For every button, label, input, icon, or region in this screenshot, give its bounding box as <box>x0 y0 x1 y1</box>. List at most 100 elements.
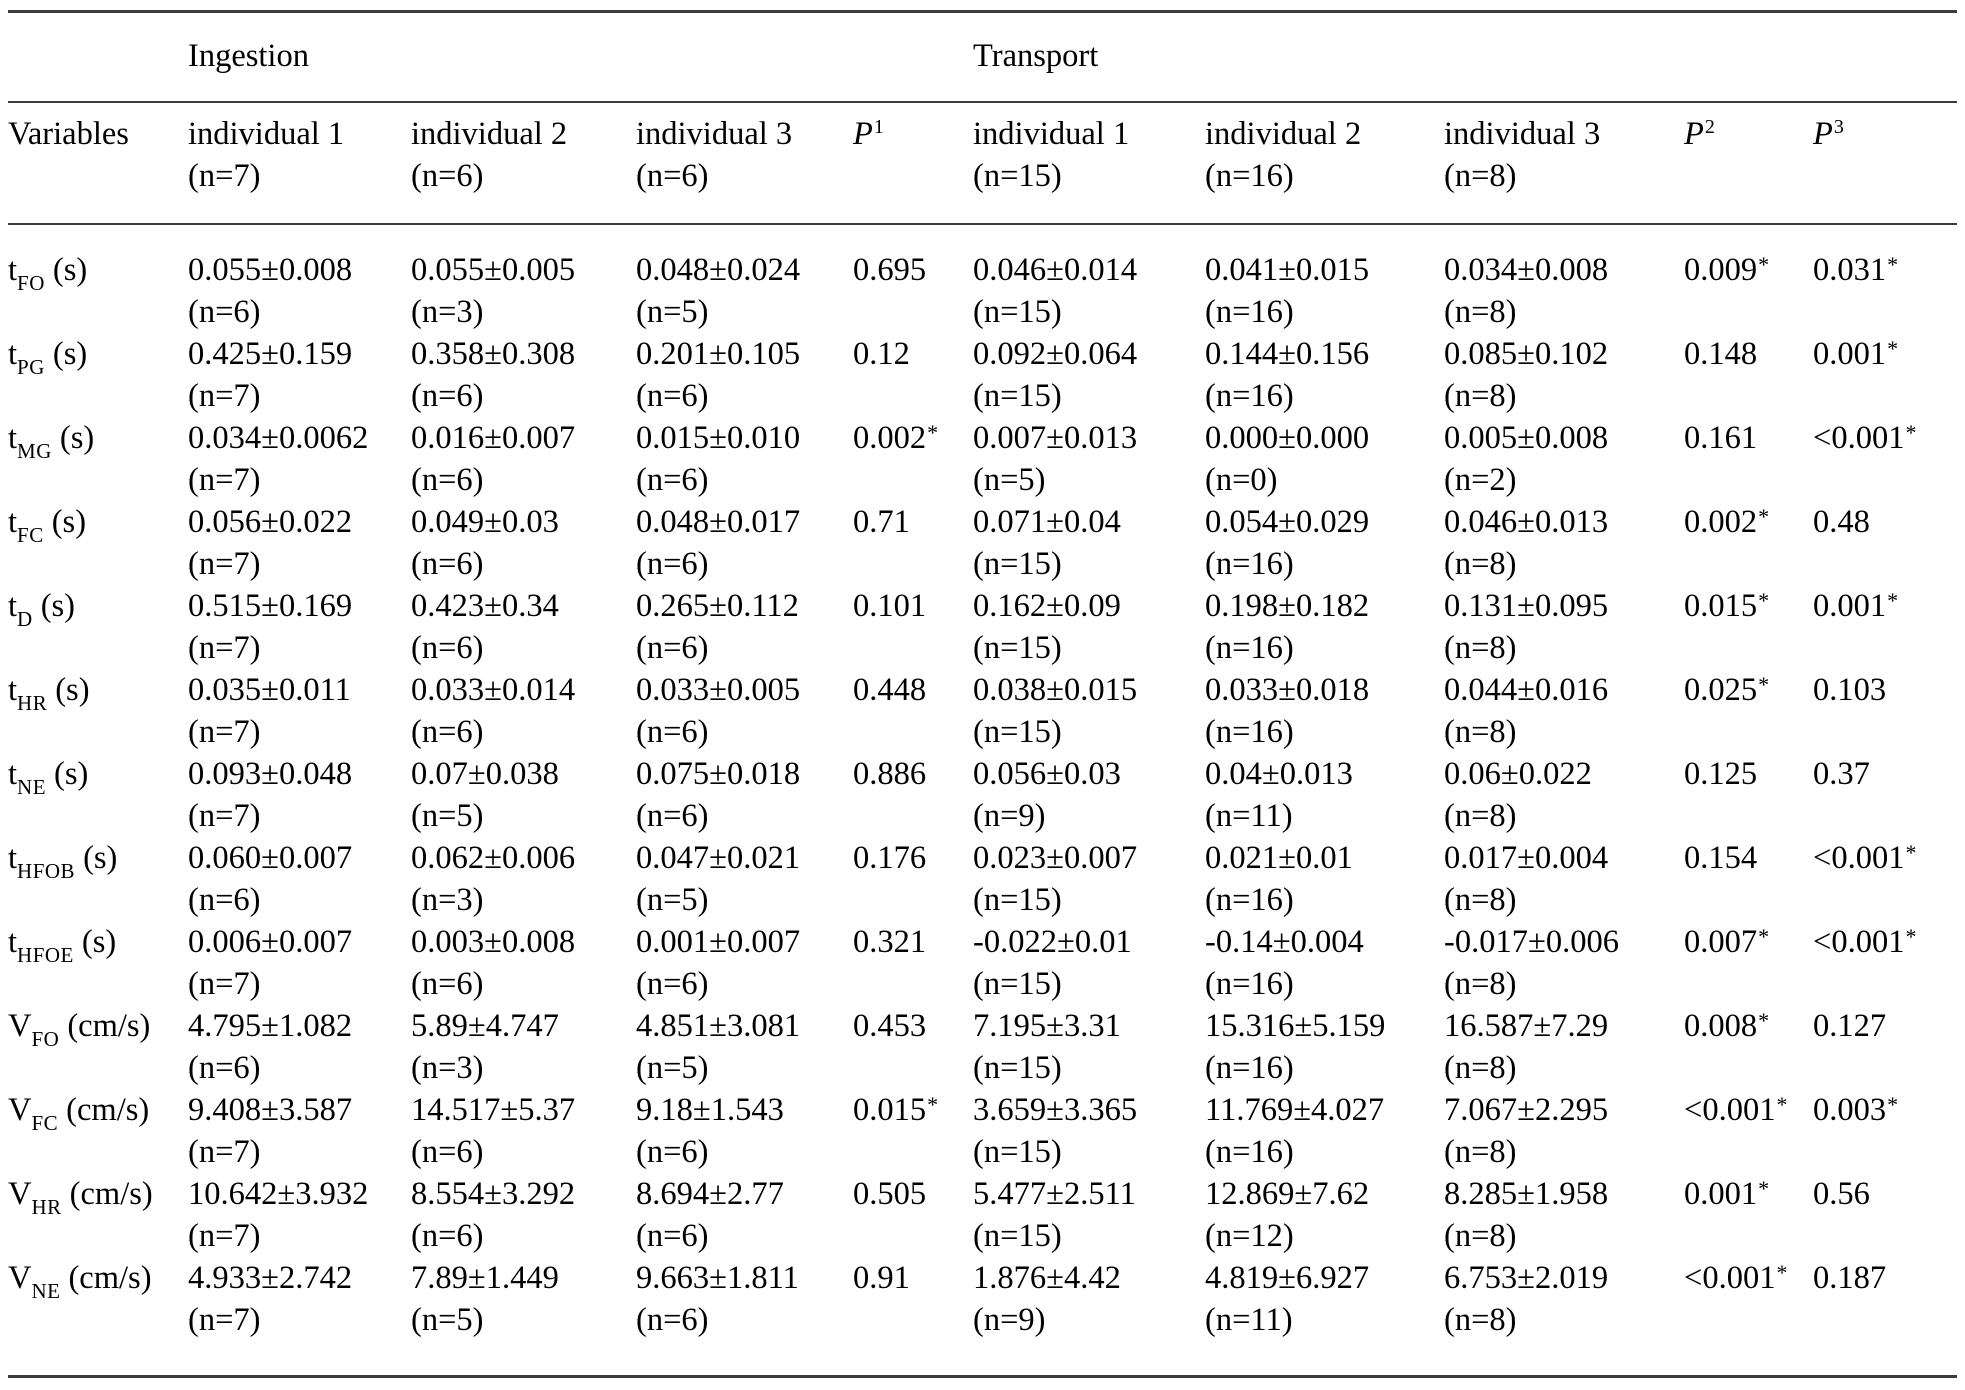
variable-cell: VNE (cm/s) <box>8 1257 188 1377</box>
value-cell: 0.023±0.007 (n=15) <box>973 837 1205 921</box>
p-value-cell: <0.001* <box>1813 837 1957 921</box>
significance-star: * <box>927 420 939 445</box>
mean-sd-value: 0.085±0.102 <box>1444 336 1609 372</box>
mean-sd-value: 0.075±0.018 <box>636 756 801 792</box>
sample-size: (n=6) <box>636 1302 709 1338</box>
value-cell: 0.033±0.018 (n=16) <box>1205 669 1444 753</box>
mean-sd-value: 0.005±0.008 <box>1444 420 1609 456</box>
column-header-line1: individual 1 <box>973 116 1130 152</box>
p-value: 0.127 <box>1813 1008 1887 1044</box>
mean-sd-value: 0.062±0.006 <box>411 840 576 876</box>
value-cell: 0.085±0.102 (n=8) <box>1444 333 1684 417</box>
mean-sd-value: 0.034±0.008 <box>1444 252 1609 288</box>
mean-sd-value: 0.023±0.007 <box>973 840 1138 876</box>
p-value: 0.148 <box>1684 336 1758 372</box>
sample-size: (n=9) <box>973 1302 1046 1338</box>
sample-size: (n=7) <box>188 714 261 750</box>
table-row: VNE (cm/s) 4.933±2.742 (n=7) 7.89±1.449 (n=5)… <box>8 1257 1957 1377</box>
value-cell: 1.876±4.42 (n=9) <box>973 1257 1205 1377</box>
p-value: 0.031 <box>1813 252 1887 288</box>
column-header-p: P2 <box>1684 102 1814 225</box>
value-cell: 0.035±0.011 (n=7) <box>188 669 411 753</box>
sample-size: (n=8) <box>1444 546 1517 582</box>
p-value-cell: 0.448 <box>853 669 973 753</box>
p-value-cell: 0.886 <box>853 753 973 837</box>
p-value-cell: 0.505 <box>853 1173 973 1257</box>
mean-sd-value: 0.056±0.03 <box>973 756 1121 792</box>
value-cell: 0.07±0.038 (n=5) <box>411 753 636 837</box>
value-cell: 0.000±0.000 (n=0) <box>1205 417 1444 501</box>
value-cell: 10.642±3.932 (n=7) <box>188 1173 411 1257</box>
table-row: VFO (cm/s) 4.795±1.082 (n=6) 5.89±4.747 (n=3)… <box>8 1005 1957 1089</box>
mean-sd-value: 0.016±0.007 <box>411 420 576 456</box>
p-value-cell: 0.154 <box>1684 837 1813 921</box>
value-cell: 7.067±2.295 (n=8) <box>1444 1089 1684 1173</box>
value-cell: 0.425±0.159 (n=7) <box>188 333 411 417</box>
sample-size: (n=15) <box>973 546 1062 582</box>
value-cell: -0.14±0.004 (n=16) <box>1205 921 1444 1005</box>
value-cell: 0.049±0.03 (n=6) <box>411 501 636 585</box>
value-cell: 0.056±0.022 (n=7) <box>188 501 411 585</box>
p-value-cell: 0.015* <box>1684 585 1813 669</box>
value-cell: 0.055±0.008 (n=6) <box>188 224 411 333</box>
p-value-cell: 0.91 <box>853 1257 973 1377</box>
mean-sd-value: 0.049±0.03 <box>411 504 559 540</box>
mean-sd-value: 6.753±2.019 <box>1444 1260 1609 1296</box>
sample-size: (n=8) <box>1444 966 1517 1002</box>
mean-sd-value: 4.795±1.082 <box>188 1008 353 1044</box>
value-cell: 0.015±0.010 (n=6) <box>636 417 853 501</box>
significance-star: * <box>1776 1260 1788 1285</box>
p-label: P <box>853 116 873 152</box>
value-cell: 0.515±0.169 (n=7) <box>188 585 411 669</box>
mean-sd-value: 0.265±0.112 <box>636 588 799 624</box>
p-value: 0.125 <box>1684 756 1758 792</box>
value-cell: 8.285±1.958 (n=8) <box>1444 1173 1684 1257</box>
sample-size: (n=7) <box>188 462 261 498</box>
p-value: 0.009 <box>1684 252 1758 288</box>
p-value-cell: 0.003* <box>1813 1089 1957 1173</box>
mean-sd-value: 0.035±0.011 <box>188 672 351 708</box>
value-cell: 4.851±3.081 (n=5) <box>636 1005 853 1089</box>
mean-sd-value: 0.038±0.015 <box>973 672 1138 708</box>
value-cell: 5.89±4.747 (n=3) <box>411 1005 636 1089</box>
mean-sd-value: 16.587±7.29 <box>1444 1008 1609 1044</box>
sample-size: (n=15) <box>973 630 1062 666</box>
value-cell: 8.554±3.292 (n=6) <box>411 1173 636 1257</box>
mean-sd-value: 7.195±3.31 <box>973 1008 1121 1044</box>
significance-star: * <box>1758 924 1770 949</box>
variable-unit: (s) <box>40 588 75 624</box>
column-header-individual: individual 1 (n=7) <box>188 102 411 225</box>
variable-unit: (s) <box>52 336 88 372</box>
p-value: <0.001 <box>1813 420 1905 456</box>
p-value: 0.001 <box>1813 588 1887 624</box>
variable-unit: (cm/s) <box>68 1260 152 1296</box>
column-header-individual: individual 3 (n=6) <box>636 102 853 225</box>
p-value: 0.001 <box>1813 336 1887 372</box>
p-value: 0.176 <box>853 840 927 876</box>
variable-subscript: PG <box>17 355 45 379</box>
p-label: P <box>1813 116 1833 152</box>
p-value: 0.695 <box>853 252 927 288</box>
mean-sd-value: 0.000±0.000 <box>1205 420 1370 456</box>
value-cell: 0.060±0.007 (n=6) <box>188 837 411 921</box>
variable-cell: tHFOE (s) <box>8 921 188 1005</box>
value-cell: 0.044±0.016 (n=8) <box>1444 669 1684 753</box>
mean-sd-value: 4.819±6.927 <box>1205 1260 1370 1296</box>
value-cell: 0.071±0.04 (n=15) <box>973 501 1205 585</box>
mean-sd-value: 0.055±0.008 <box>188 252 353 288</box>
value-cell: 0.048±0.017 (n=6) <box>636 501 853 585</box>
column-header-line2: (n=6) <box>636 158 709 194</box>
variable-subscript: NE <box>17 775 47 799</box>
mean-sd-value: 0.144±0.156 <box>1205 336 1370 372</box>
mean-sd-value: 5.89±4.747 <box>411 1008 559 1044</box>
sample-size: (n=7) <box>188 630 261 666</box>
value-cell: 0.062±0.006 (n=3) <box>411 837 636 921</box>
p-value-cell: 0.453 <box>853 1005 973 1089</box>
variable-subscript: HR <box>17 691 48 715</box>
sample-size: (n=6) <box>411 546 484 582</box>
mean-sd-value: 0.06±0.022 <box>1444 756 1592 792</box>
p-value-cell: 0.125 <box>1684 753 1813 837</box>
value-cell: 0.04±0.013 (n=11) <box>1205 753 1444 837</box>
group-header-transport: Transport <box>973 11 1958 103</box>
sample-size: (n=16) <box>1205 546 1294 582</box>
